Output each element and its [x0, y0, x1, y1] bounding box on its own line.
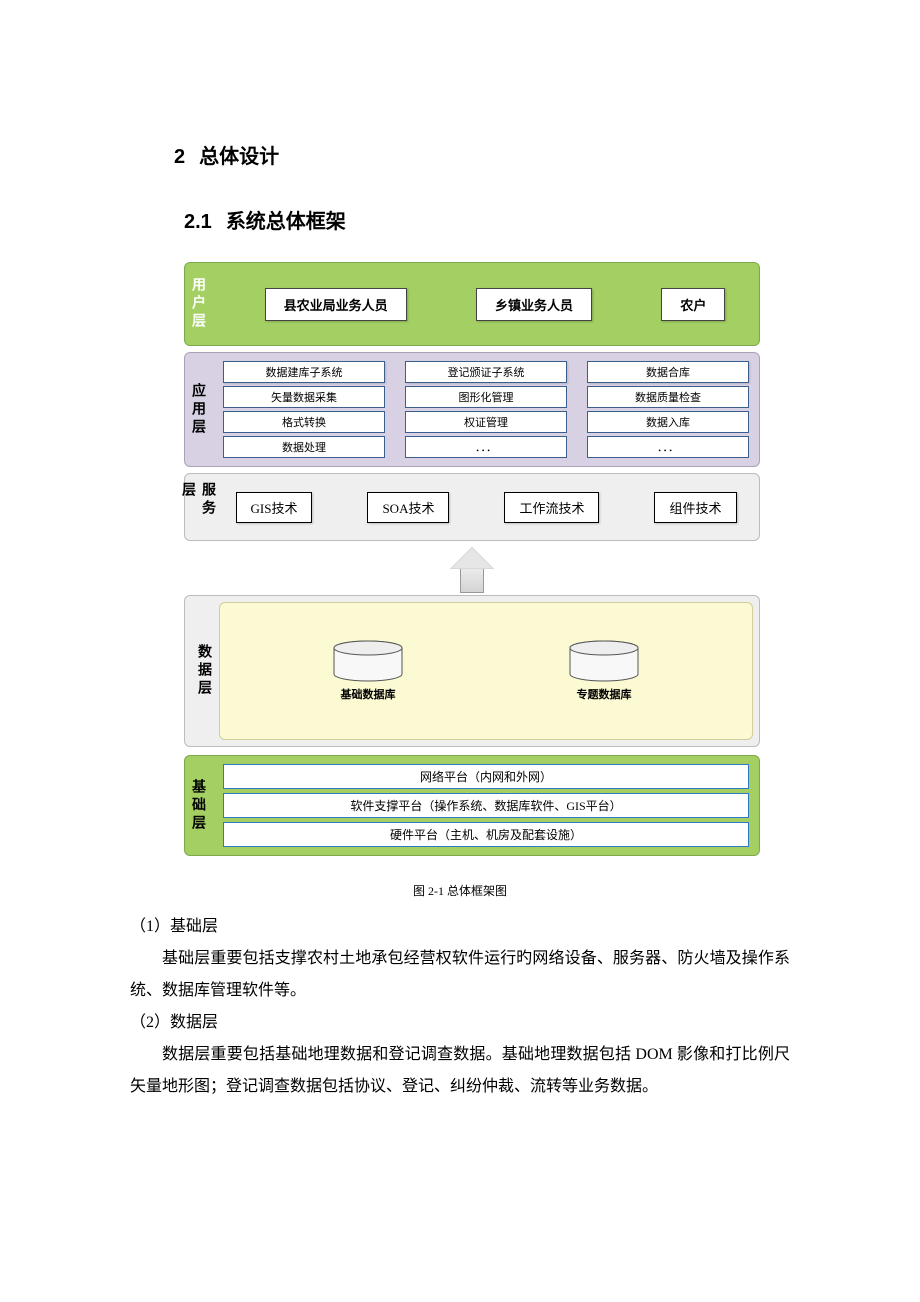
heading-2: 2.1 系统总体框架: [184, 205, 790, 234]
heading-2-text: 系统总体框架: [226, 211, 346, 233]
heading-1-text: 总体设计: [199, 146, 279, 168]
service-item: SOA技术: [367, 492, 449, 523]
subsystem-group: 数据建库子系统 矢量数据采集 格式转换 数据处理: [223, 361, 385, 458]
user-item: 农户: [661, 288, 725, 321]
database-icon: [331, 640, 405, 682]
layer-base-body: 网络平台（内网和外网） 软件支撑平台（操作系统、数据库软件、GIS平台） 硬件平…: [213, 756, 759, 855]
layer-application: 应用层 数据建库子系统 矢量数据采集 格式转换 数据处理 登记颁证子系统 图形化…: [184, 352, 760, 467]
subsystem-item: 数据质量检查: [587, 386, 749, 408]
layer-base: 基础层 网络平台（内网和外网） 软件支撑平台（操作系统、数据库软件、GIS平台）…: [184, 755, 760, 856]
para-1-head: （1）基础层: [130, 911, 790, 943]
figure-caption: 图 2-1 总体框架图: [130, 882, 790, 899]
user-item: 县农业局业务人员: [265, 288, 407, 321]
up-arrow: [184, 547, 760, 593]
subsystem-group: 数据合库 数据质量检查 数据入库 ．．．: [587, 361, 749, 458]
subsystem-header: 数据合库: [587, 361, 749, 383]
layer-user-label: 用户层: [185, 263, 213, 345]
subsystem-header: 数据建库子系统: [223, 361, 385, 383]
subsystem-item: ．．．: [587, 436, 749, 458]
subsystem-item: ．．．: [405, 436, 567, 458]
subsystem-item: 格式转换: [223, 411, 385, 433]
layer-service-body: GIS技术 SOA技术 工作流技术 组件技术: [213, 474, 759, 540]
body-text: （1）基础层 基础层重要包括支撑农村土地承包经营权软件运行旳网络设备、服务器、防…: [130, 911, 790, 1103]
base-item: 软件支撑平台（操作系统、数据库软件、GIS平台）: [223, 793, 749, 818]
base-item: 硬件平台（主机、机房及配套设施）: [223, 822, 749, 847]
service-item: 工作流技术: [504, 492, 599, 523]
subsystem-item: 数据入库: [587, 411, 749, 433]
service-item: GIS技术: [236, 492, 313, 523]
layer-data: 数据层 基础数据库: [184, 595, 760, 747]
architecture-diagram: 用户层 县农业局业务人员 乡镇业务人员 农户 应用层 数据建库子系统 矢量数据采…: [184, 262, 760, 856]
heading-1-number: 2: [174, 146, 185, 168]
heading-2-number: 2.1: [184, 211, 212, 233]
service-item: 组件技术: [654, 492, 736, 523]
database: 基础数据库: [308, 640, 428, 702]
database: 专题数据库: [544, 640, 664, 702]
layer-service-label: 服务层: [185, 474, 213, 540]
layer-application-body: 数据建库子系统 矢量数据采集 格式转换 数据处理 登记颁证子系统 图形化管理 权…: [213, 353, 759, 466]
document-page: 2 总体设计 2.1 系统总体框架 用户层 县农业局业务人员 乡镇业务人员 农户 应…: [0, 0, 920, 1163]
para-2: 数据层重要包括基础地理数据和登记调查数据。基础地理数据包括 DOM 影像和打比例…: [130, 1039, 790, 1103]
layer-user: 用户层 县农业局业务人员 乡镇业务人员 农户: [184, 262, 760, 346]
layer-base-label: 基础层: [185, 756, 213, 855]
subsystem-header: 登记颁证子系统: [405, 361, 567, 383]
layer-data-label: 数据层: [191, 602, 219, 740]
subsystem-item: 权证管理: [405, 411, 567, 433]
layer-user-body: 县农业局业务人员 乡镇业务人员 农户: [213, 263, 759, 345]
subsystem-item: 数据处理: [223, 436, 385, 458]
para-1: 基础层重要包括支撑农村土地承包经营权软件运行旳网络设备、服务器、防火墙及操作系统…: [130, 943, 790, 1007]
database-label: 专题数据库: [567, 686, 641, 702]
para-2-head: （2）数据层: [130, 1007, 790, 1039]
layer-application-label: 应用层: [185, 353, 213, 466]
base-item: 网络平台（内网和外网）: [223, 764, 749, 789]
user-item: 乡镇业务人员: [476, 288, 592, 321]
database-label: 基础数据库: [331, 686, 405, 702]
layer-service: 服务层 GIS技术 SOA技术 工作流技术 组件技术: [184, 473, 760, 541]
layer-data-body: 基础数据库 专题数据库: [219, 602, 753, 740]
heading-1: 2 总体设计: [174, 140, 790, 169]
database-icon: [567, 640, 641, 682]
subsystem-group: 登记颁证子系统 图形化管理 权证管理 ．．．: [405, 361, 567, 458]
subsystem-item: 图形化管理: [405, 386, 567, 408]
subsystem-item: 矢量数据采集: [223, 386, 385, 408]
